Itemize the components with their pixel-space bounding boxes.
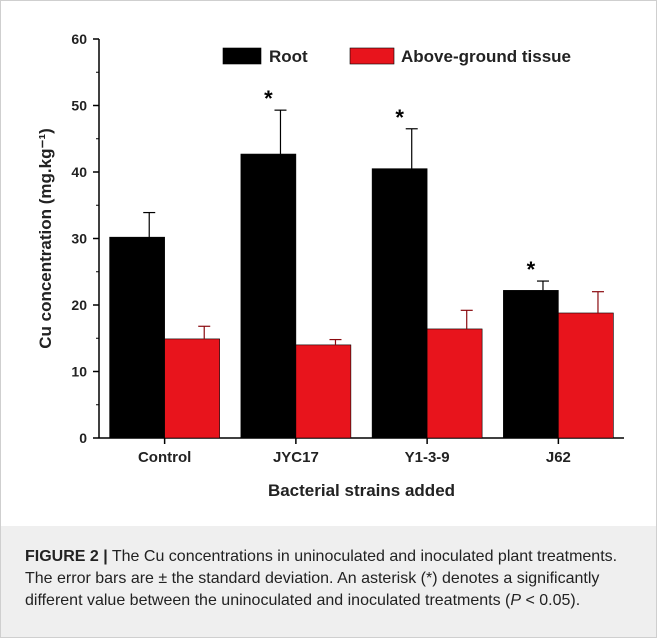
- legend-label-above-ground: Above-ground tissue: [401, 47, 571, 66]
- bar-above-ground-y1-3-9: [427, 329, 482, 438]
- significance-asterisk: *: [395, 105, 404, 130]
- x-axis-label: Bacterial strains added: [268, 481, 455, 500]
- caption-lead: FIGURE 2 |: [25, 548, 108, 565]
- x-tick-label: Y1-3-9: [405, 449, 450, 466]
- y-tick-label: 50: [71, 98, 87, 114]
- bar-chart: 0 10 20 30 40 50 60 Control * JYC17 * Y1-3-9 * J62 Bac…: [1, 1, 656, 511]
- y-tick-label: 0: [79, 430, 87, 446]
- x-tick-label: J62: [546, 449, 571, 466]
- y-tick-label: 20: [71, 297, 87, 313]
- y-tick-label: 10: [71, 364, 87, 380]
- bar-above-ground-control: [165, 339, 220, 438]
- significance-asterisk: *: [527, 257, 536, 282]
- y-tick-label: 60: [71, 31, 87, 47]
- bar-root-j62: [503, 290, 558, 438]
- y-tick-label: 40: [71, 164, 87, 180]
- significance-asterisk: *: [264, 86, 273, 111]
- bar-root-y1-3-9: [372, 169, 427, 438]
- legend-swatch-above-ground: [350, 48, 394, 64]
- caption-p-rest: < 0.05).: [521, 592, 580, 609]
- figure-caption: FIGURE 2 | The Cu concentrations in unin…: [25, 546, 637, 612]
- bar-root-jyc17: [241, 154, 296, 438]
- legend-label-root: Root: [269, 47, 308, 66]
- x-tick-label: Control: [138, 449, 191, 466]
- legend-swatch-root: [223, 48, 261, 64]
- bar-root-control: [110, 237, 165, 438]
- caption-p-symbol: P: [510, 592, 521, 609]
- bar-above-ground-j62: [558, 313, 613, 438]
- y-axis-label: Cu concentration (mg.kg⁻¹): [36, 128, 55, 349]
- chart-area: 0 10 20 30 40 50 60 Control * JYC17 * Y1-3-9 * J62 Bac…: [1, 1, 656, 511]
- y-tick-label: 30: [71, 231, 87, 247]
- x-tick-label: JYC17: [273, 449, 319, 466]
- bar-above-ground-jyc17: [296, 345, 351, 438]
